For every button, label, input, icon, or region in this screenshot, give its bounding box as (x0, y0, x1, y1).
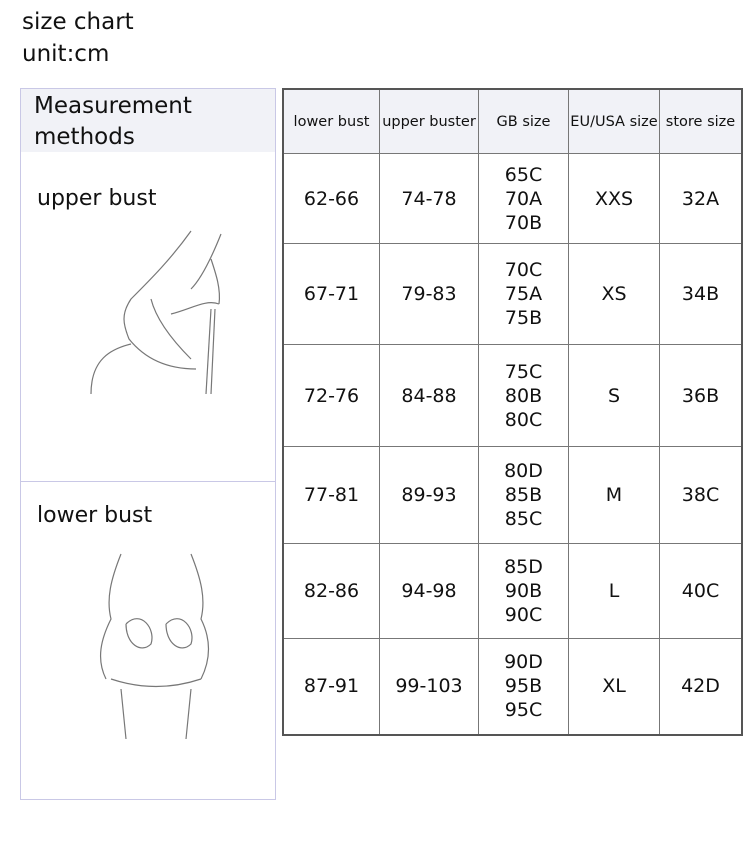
column-header: lower bust (282, 88, 380, 154)
eu-usa-size-cell: S (568, 344, 660, 447)
gb-size-value: 65C (504, 163, 543, 186)
chart-title: size chart (22, 9, 134, 35)
lower-bust-cell: 87-91 (282, 638, 380, 735)
lower-bust-cell: 72-76 (282, 344, 380, 447)
gb-size-value: 75B (504, 307, 543, 329)
lower-bust-cell: 77-81 (282, 446, 380, 544)
gb-size-value: 75A (504, 283, 543, 305)
table-row: 77-81 89-93 80D 85B 85C M 38C (282, 446, 743, 544)
column-header: EU/USA size (568, 88, 660, 154)
upper-bust-cell: 99-103 (379, 638, 479, 735)
table-row: 87-91 99-103 90D 95B 95C XL 42D (282, 638, 743, 735)
gb-size-value: 80B (504, 384, 543, 407)
upper-bust-label: upper bust (37, 186, 157, 211)
gb-size-value: 85C (504, 508, 543, 530)
gb-size-value: 80C (504, 408, 543, 431)
table-row: 72-76 84-88 75C 80B 80C S 36B (282, 344, 743, 447)
upper-bust-cell: 89-93 (379, 446, 479, 544)
upper-bust-illustration (90, 230, 222, 395)
gb-size-value: 70C (504, 259, 543, 281)
section-divider (21, 481, 275, 482)
column-header: upper buster (379, 88, 479, 154)
gb-size-value: 70A (504, 187, 543, 210)
gb-size-value: 90D (504, 651, 543, 674)
column-header: GB size (478, 88, 569, 154)
gb-size-cell: 65C 70A 70B (478, 153, 569, 244)
gb-size-value: 75C (504, 360, 543, 383)
lower-bust-label: lower bust (37, 503, 153, 528)
lower-bust-illustration (100, 553, 210, 740)
gb-size-value: 70B (504, 211, 543, 234)
store-size-cell: 32A (659, 153, 743, 244)
gb-size-cell: 90D 95B 95C (478, 638, 569, 735)
store-size-cell: 42D (659, 638, 743, 735)
eu-usa-size-cell: XS (568, 243, 660, 345)
gb-size-value: 95C (504, 699, 543, 722)
lower-bust-cell: 62-66 (282, 153, 380, 244)
upper-bust-cell: 84-88 (379, 344, 479, 447)
eu-usa-size-cell: M (568, 446, 660, 544)
gb-size-cell: 75C 80B 80C (478, 344, 569, 447)
methods-heading: Measurement methods (21, 89, 275, 152)
upper-bust-cell: 79-83 (379, 243, 479, 345)
store-size-cell: 34B (659, 243, 743, 345)
table-row: 62-66 74-78 65C 70A 70B XXS 32A (282, 153, 743, 244)
unit-label: unit:cm (22, 41, 110, 67)
gb-size-value: 85D (504, 556, 543, 578)
eu-usa-size-cell: XL (568, 638, 660, 735)
eu-usa-size-cell: L (568, 543, 660, 639)
measurement-methods-panel: Measurement methods upper bust lower bus… (20, 88, 276, 800)
gb-size-value: 85B (504, 484, 543, 506)
lower-bust-cell: 82-86 (282, 543, 380, 639)
gb-size-value: 90B (504, 580, 543, 602)
eu-usa-size-cell: XXS (568, 153, 660, 244)
gb-size-cell: 80D 85B 85C (478, 446, 569, 544)
gb-size-value: 95B (504, 675, 543, 698)
upper-bust-cell: 74-78 (379, 153, 479, 244)
gb-size-value: 80D (504, 460, 543, 482)
store-size-cell: 40C (659, 543, 743, 639)
column-header: store size (659, 88, 743, 154)
upper-bust-cell: 94-98 (379, 543, 479, 639)
store-size-cell: 38C (659, 446, 743, 544)
gb-size-cell: 85D 90B 90C (478, 543, 569, 639)
size-table: lower bust upper buster GB size EU/USA size… (282, 88, 743, 736)
gb-size-value: 90C (504, 604, 543, 626)
table-row: 67-71 79-83 70C 75A 75B XS 34B (282, 243, 743, 345)
gb-size-cell: 70C 75A 75B (478, 243, 569, 345)
lower-bust-cell: 67-71 (282, 243, 380, 345)
table-row: 82-86 94-98 85D 90B 90C L 40C (282, 543, 743, 639)
store-size-cell: 36B (659, 344, 743, 447)
